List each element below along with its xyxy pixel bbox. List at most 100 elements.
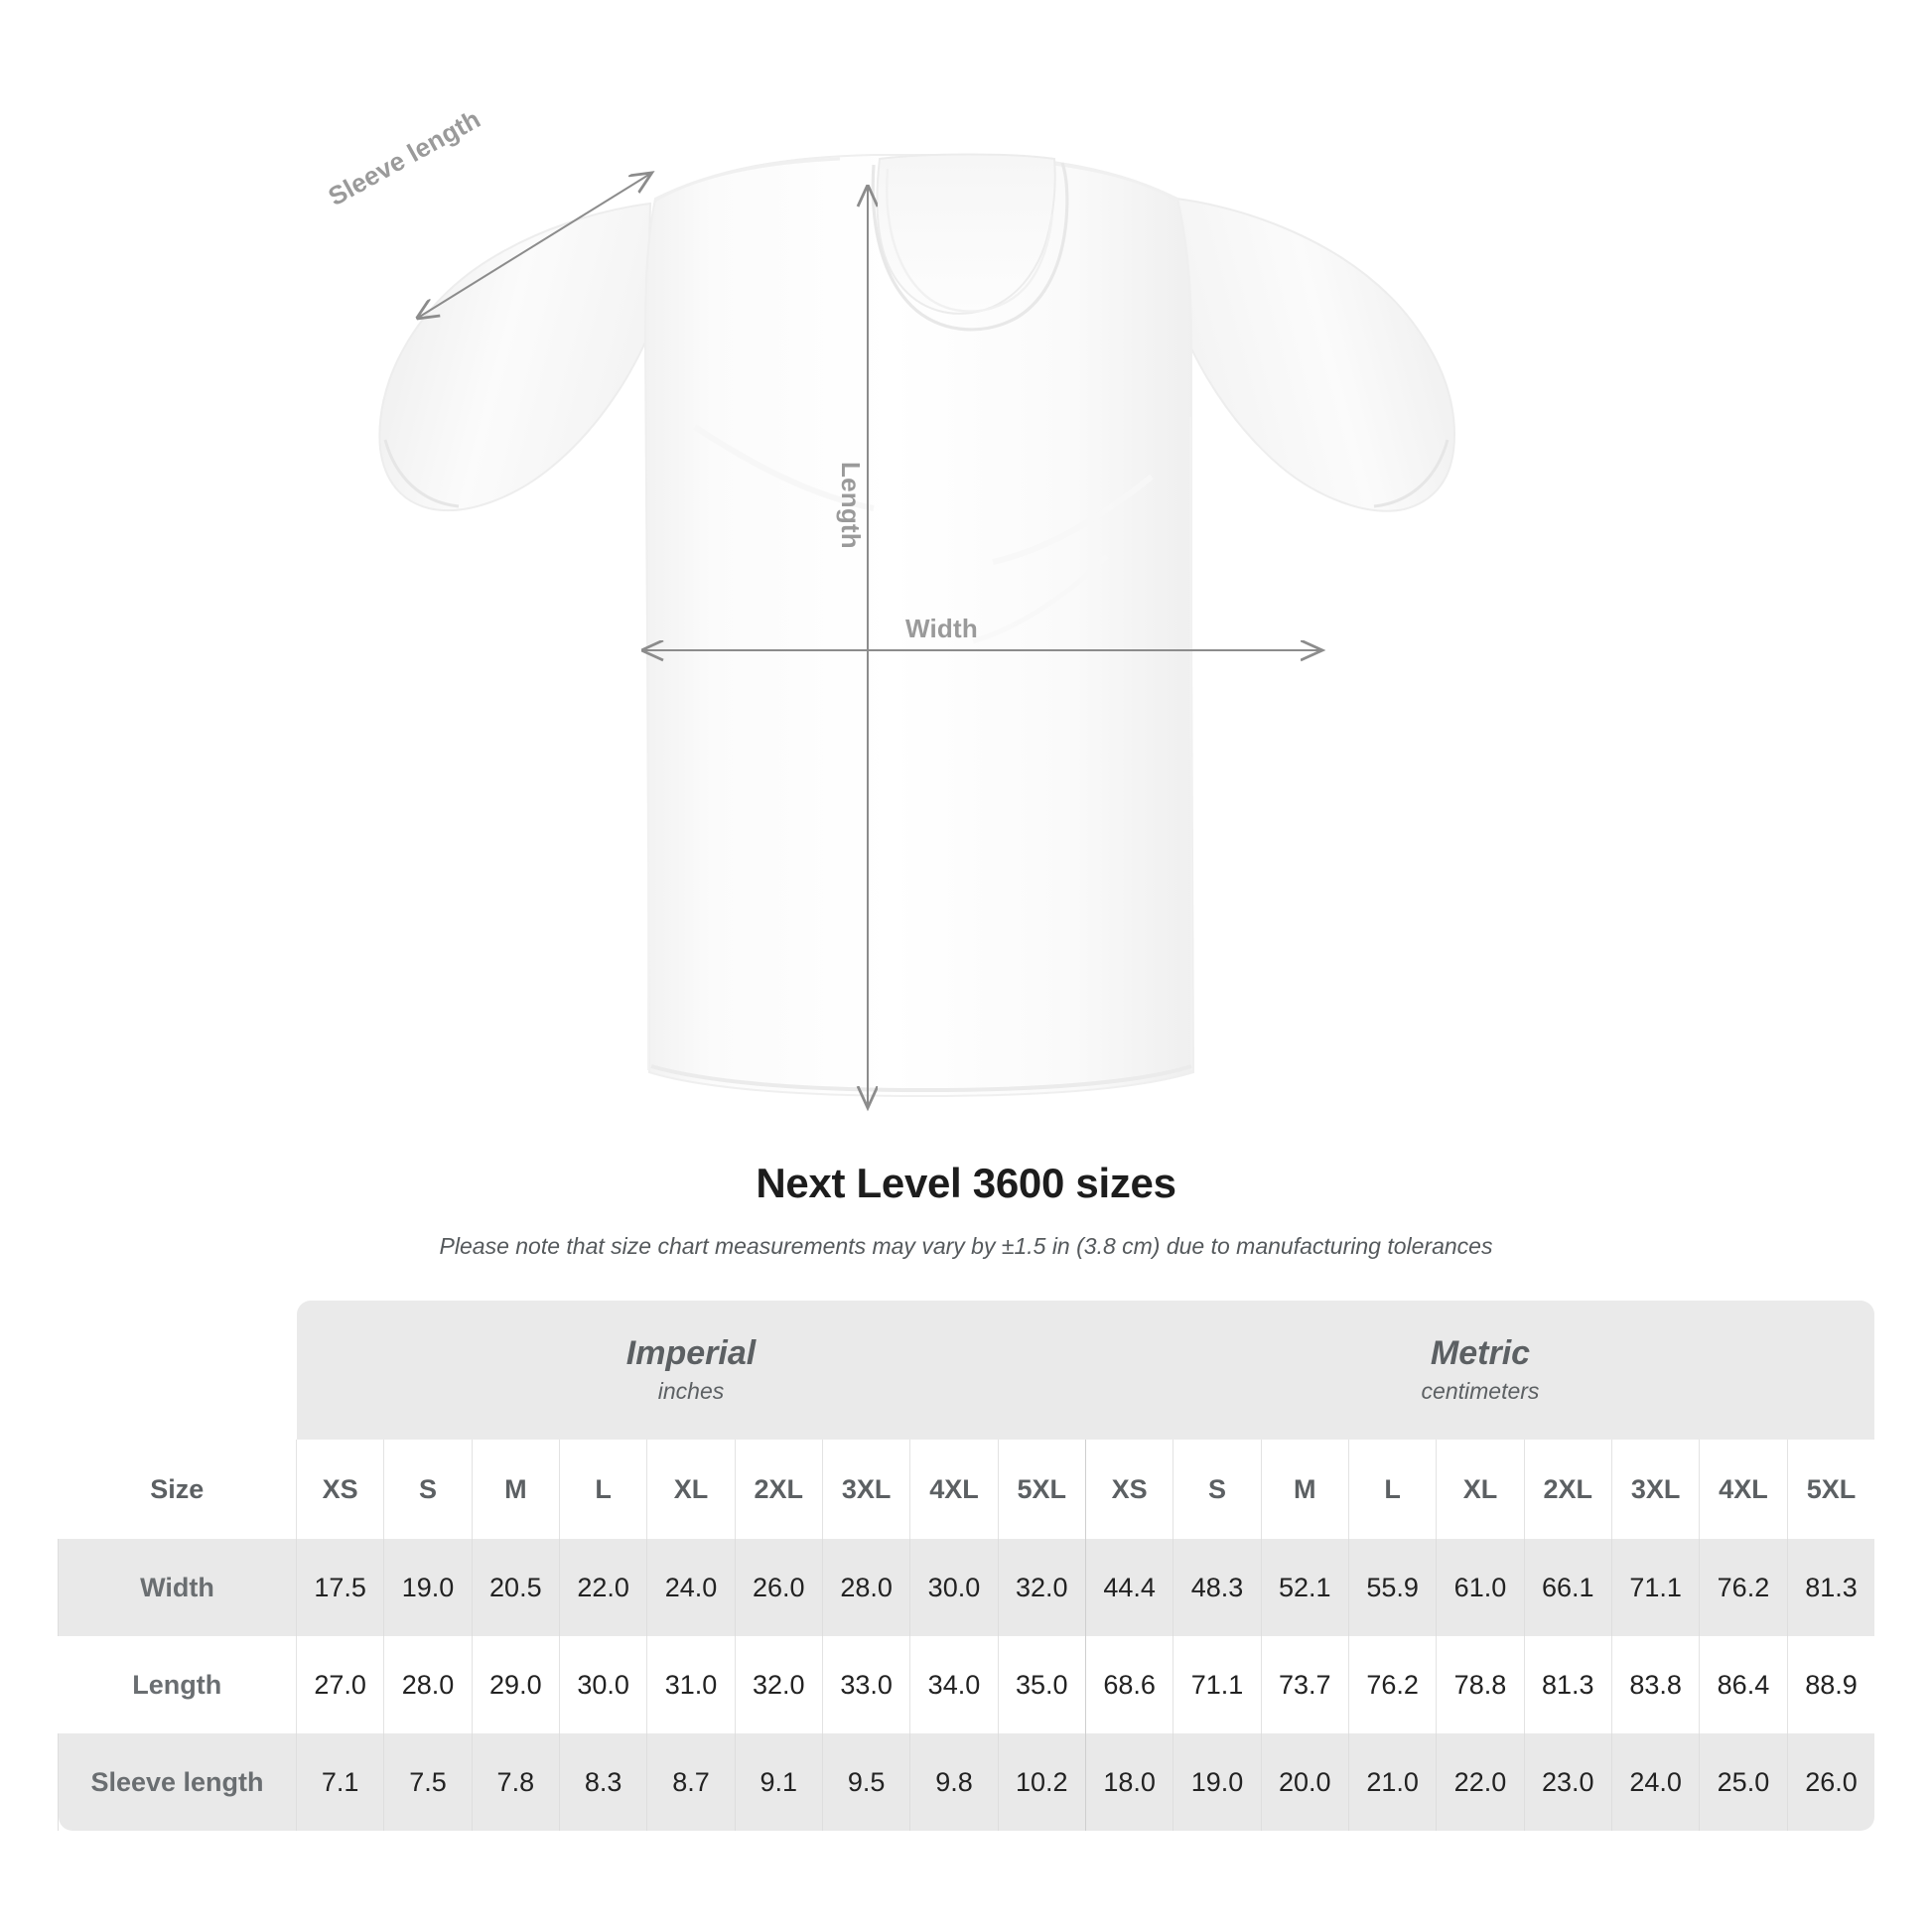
unit-group-imperial: Imperial inches <box>296 1301 1086 1440</box>
size-header-imperial-xs: XS <box>295 1440 384 1539</box>
page-title: Next Level 3600 sizes <box>756 1160 1176 1206</box>
cell-length-metric-xs: 68.6 <box>1084 1636 1173 1733</box>
size-header-metric-xl: XL <box>1436 1440 1525 1539</box>
cell-width-imperial-m: 20.5 <box>471 1539 560 1636</box>
size-header-metric-l: L <box>1347 1440 1437 1539</box>
cell-length-imperial-xs: 27.0 <box>295 1636 384 1733</box>
fabric-fold <box>992 474 1154 565</box>
cell-width-metric-2xl: 66.1 <box>1523 1539 1612 1636</box>
fabric-fold <box>972 554 1109 644</box>
size-header-imperial-5xl: 5XL <box>997 1440 1086 1539</box>
cell-sleeve-length-metric-2xl: 23.0 <box>1523 1733 1612 1831</box>
cell-sleeve-length-imperial-l: 8.3 <box>558 1733 647 1831</box>
size-header-metric-m: M <box>1260 1440 1349 1539</box>
cell-width-metric-l: 55.9 <box>1347 1539 1437 1636</box>
cell-length-imperial-5xl: 35.0 <box>997 1636 1086 1733</box>
right-side-seam <box>1189 416 1192 1071</box>
row-label-length: Length <box>58 1636 297 1733</box>
table-row: Length 27.0 28.0 29.0 30.0 31.0 32.0 33.0 34.0 35… <box>58 1636 1875 1733</box>
size-header-metric-xs: XS <box>1084 1440 1173 1539</box>
cell-sleeve-length-imperial-5xl: 10.2 <box>997 1733 1086 1831</box>
shirt-body <box>643 154 1195 1098</box>
cell-length-metric-3xl: 83.8 <box>1610 1636 1700 1733</box>
cell-sleeve-length-metric-xl: 22.0 <box>1436 1733 1525 1831</box>
cell-width-metric-m: 52.1 <box>1260 1539 1349 1636</box>
cell-width-imperial-xl: 24.0 <box>646 1539 736 1636</box>
size-table-body: Width 17.5 19.0 20.5 22.0 24.0 26.0 28.0 30.0 32.… <box>58 1539 1875 1831</box>
tshirt-illustration <box>378 153 1456 1152</box>
size-header-imperial-xl: XL <box>646 1440 736 1539</box>
right-sleeve <box>1174 197 1456 512</box>
right-sleeve-hem <box>1373 439 1449 508</box>
cell-length-metric-4xl: 86.4 <box>1699 1636 1788 1733</box>
row-label-width: Width <box>58 1539 297 1636</box>
unit-group-metric: Metric centimeters <box>1085 1301 1875 1440</box>
cell-sleeve-length-metric-m: 20.0 <box>1260 1733 1349 1831</box>
size-table-head: Imperial inches Metric centimeters Size … <box>58 1301 1875 1539</box>
cell-sleeve-length-imperial-xs: 7.1 <box>295 1733 384 1831</box>
unit-group-imperial-sub: inches <box>657 1378 725 1404</box>
cell-width-metric-xs: 44.4 <box>1084 1539 1173 1636</box>
tolerance-note: Please note that size chart measurements… <box>439 1233 1493 1259</box>
cell-length-imperial-2xl: 32.0 <box>734 1636 823 1733</box>
cell-sleeve-length-imperial-2xl: 9.1 <box>734 1733 823 1831</box>
size-chart-table-wrapper: Imperial inches Metric centimeters Size … <box>58 1301 1875 1831</box>
size-header-metric-3xl: 3XL <box>1610 1440 1700 1539</box>
cell-sleeve-length-metric-l: 21.0 <box>1347 1733 1437 1831</box>
cell-width-imperial-xs: 17.5 <box>295 1539 384 1636</box>
size-header-metric-5xl: 5XL <box>1786 1440 1875 1539</box>
size-header-imperial-4xl: 4XL <box>909 1440 999 1539</box>
cell-width-metric-xl: 61.0 <box>1436 1539 1525 1636</box>
cell-length-imperial-xl: 31.0 <box>646 1636 736 1733</box>
fabric-fold <box>693 424 875 511</box>
size-chart-table: Imperial inches Metric centimeters Size … <box>58 1301 1875 1831</box>
cell-width-imperial-5xl: 32.0 <box>997 1539 1086 1636</box>
unit-group-metric-name: Metric <box>1430 1333 1531 1372</box>
cell-width-metric-5xl: 81.3 <box>1786 1539 1875 1636</box>
cell-length-imperial-3xl: 33.0 <box>821 1636 910 1733</box>
left-sleeve-hem <box>383 439 460 508</box>
width-label: Width <box>905 614 978 643</box>
sleeve-length-arrow <box>418 174 650 318</box>
cell-length-metric-l: 76.2 <box>1347 1636 1437 1733</box>
neckline <box>871 162 1069 332</box>
tshirt-diagram: Sleeve length Length Width <box>323 103 1456 1152</box>
cell-length-metric-xl: 78.8 <box>1436 1636 1525 1733</box>
length-label: Length <box>836 462 866 549</box>
collar <box>876 153 1056 315</box>
cell-length-imperial-4xl: 34.0 <box>909 1636 999 1733</box>
unit-group-imperial-name: Imperial <box>625 1333 757 1372</box>
cell-length-metric-2xl: 81.3 <box>1523 1636 1612 1733</box>
size-header-metric-s: S <box>1173 1440 1262 1539</box>
table-row: Width 17.5 19.0 20.5 22.0 24.0 26.0 28.0 30.0 32.… <box>58 1539 1875 1636</box>
cell-sleeve-length-imperial-s: 7.5 <box>383 1733 473 1831</box>
cell-sleeve-length-imperial-4xl: 9.8 <box>909 1733 999 1831</box>
table-row: Sleeve length 7.1 7.5 7.8 8.3 8.7 9.1 9.5 9.8 10.… <box>58 1733 1875 1831</box>
cell-length-imperial-l: 30.0 <box>558 1636 647 1733</box>
cell-sleeve-length-imperial-xl: 8.7 <box>646 1733 736 1831</box>
cell-width-imperial-4xl: 30.0 <box>909 1539 999 1636</box>
unit-group-metric-sub: centimeters <box>1421 1378 1540 1404</box>
cell-length-metric-m: 73.7 <box>1260 1636 1349 1733</box>
size-header-imperial-m: M <box>471 1440 560 1539</box>
left-sleeve <box>378 202 652 512</box>
size-header-row: Size XS S M L XL 2XL 3XL 4XL 5XL XS S M L XL 2XL 3XL 4XL… <box>58 1440 1875 1539</box>
cell-length-imperial-m: 29.0 <box>471 1636 560 1733</box>
unit-group-row: Imperial inches Metric centimeters <box>58 1301 1875 1440</box>
cell-length-metric-5xl: 88.9 <box>1786 1636 1875 1733</box>
size-header-metric-4xl: 4XL <box>1699 1440 1788 1539</box>
cell-width-metric-3xl: 71.1 <box>1610 1539 1700 1636</box>
cell-width-imperial-2xl: 26.0 <box>734 1539 823 1636</box>
neckline-inner <box>886 168 1054 313</box>
left-shoulder-seam <box>654 157 841 203</box>
cell-sleeve-length-metric-s: 19.0 <box>1173 1733 1262 1831</box>
corner-blank-cell <box>58 1301 297 1440</box>
size-header-metric-2xl: 2XL <box>1523 1440 1612 1539</box>
cell-length-imperial-s: 28.0 <box>383 1636 473 1733</box>
size-header-imperial-l: L <box>558 1440 647 1539</box>
title-block: Next Level 3600 sizes Please note that s… <box>0 1160 1932 1260</box>
row-label-sleeve-length: Sleeve length <box>58 1733 297 1831</box>
size-header-imperial-s: S <box>383 1440 473 1539</box>
cell-sleeve-length-metric-4xl: 25.0 <box>1699 1733 1788 1831</box>
cell-width-metric-4xl: 76.2 <box>1699 1539 1788 1636</box>
